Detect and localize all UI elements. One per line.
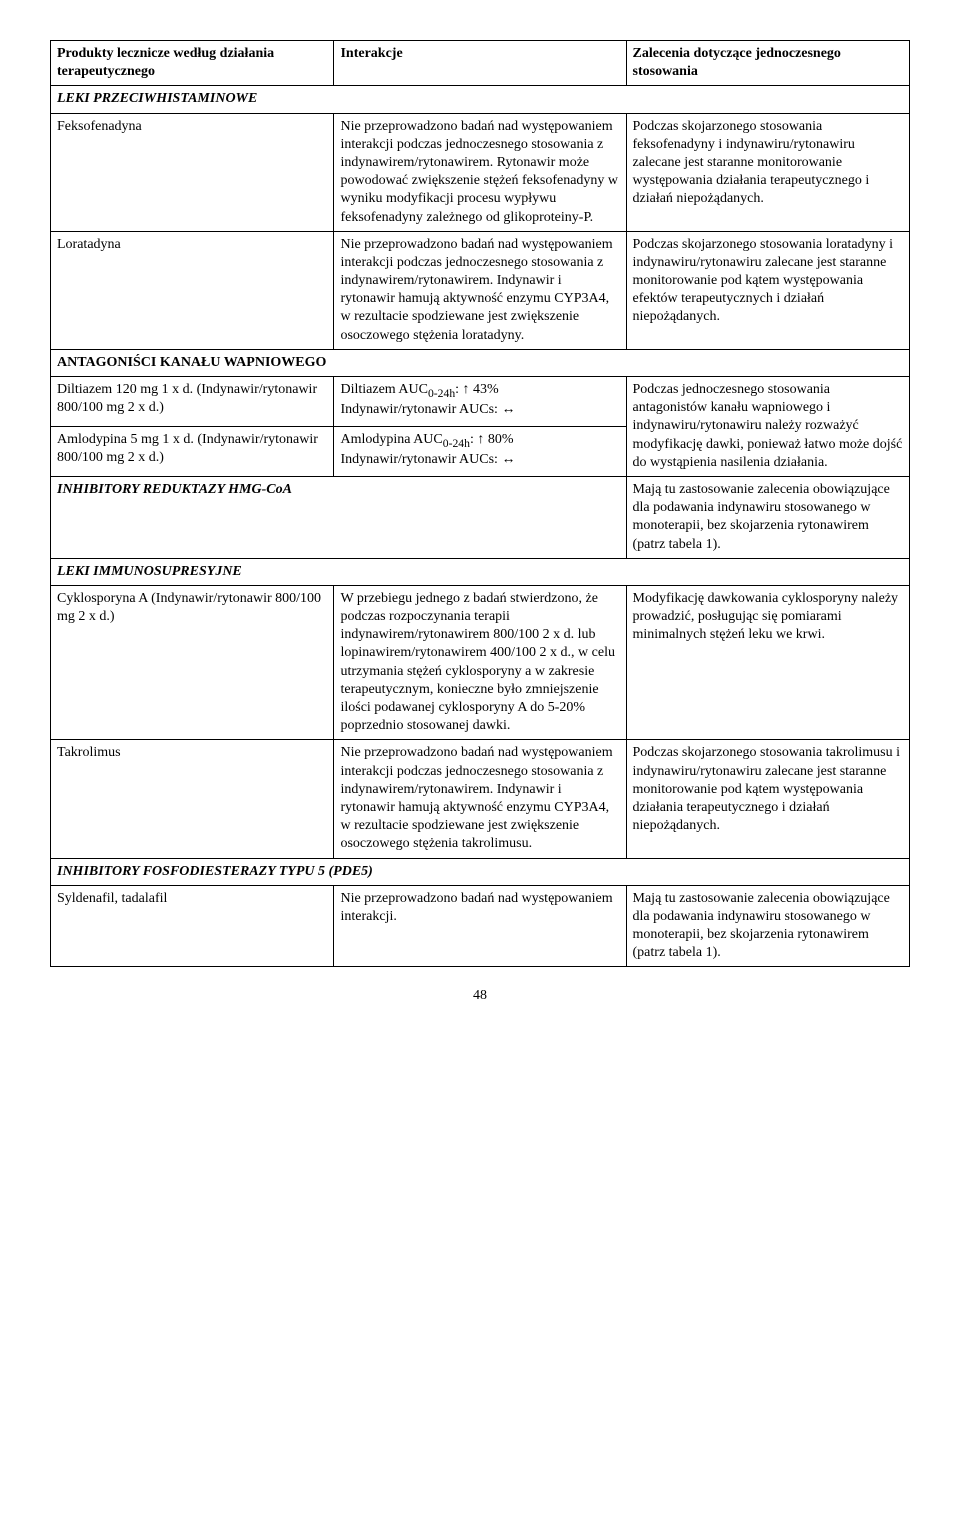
section-title-immunosuppressive: LEKI IMMUNOSUPRESYJNE [51, 558, 910, 585]
diltiazem-indynawir-auc: Indynawir/rytonawir AUCs: ↔ [340, 402, 515, 417]
header-recommendation: Zalecenia dotyczące jednoczesnego stosow… [626, 41, 909, 86]
product-amlodypina: Amlodypina 5 mg 1 x d. (Indynawir/rytona… [51, 426, 334, 476]
recommendation-feksofenadyna: Podczas skojarzonego stosowania feksofen… [626, 113, 909, 231]
table-row: Syldenafil, tadalafil Nie przeprowadzono… [51, 885, 910, 967]
recommendation-loratadyna: Podczas skojarzonego stosowania loratady… [626, 231, 909, 349]
product-loratadyna: Loratadyna [51, 231, 334, 349]
recommendation-cyklosporyna: Modyfikację dawkowania cyklosporyny nale… [626, 585, 909, 740]
interaction-feksofenadyna: Nie przeprowadzono badań nad występowani… [334, 113, 626, 231]
section-hmg-coa: INHIBITORY REDUKTAZY HMG-CoA Mają tu zas… [51, 476, 910, 558]
section-pde5: INHIBITORY FOSFODIESTERAZY TYPU 5 (PDE5) [51, 858, 910, 885]
interactions-table: Produkty lecznicze według działania tera… [50, 40, 910, 967]
section-calcium-antagonists: ANTAGONIŚCI KANAŁU WAPNIOWEGO [51, 349, 910, 376]
section-antihistamines: LEKI PRZECIWHISTAMINOWE [51, 86, 910, 113]
section-title-antihistamines: LEKI PRZECIWHISTAMINOWE [51, 86, 910, 113]
section-title-hmg-coa: INHIBITORY REDUKTAZY HMG-CoA [51, 476, 627, 558]
page-number: 48 [50, 987, 910, 1005]
product-diltiazem: Diltiazem 120 mg 1 x d. (Indynawir/ryton… [51, 377, 334, 427]
table-row: Cyklosporyna A (Indynawir/rytonawir 800/… [51, 585, 910, 740]
interaction-loratadyna: Nie przeprowadzono badań nad występowani… [334, 231, 626, 349]
product-syldenafil: Syldenafil, tadalafil [51, 885, 334, 967]
table-row: Takrolimus Nie przeprowadzono badań nad … [51, 740, 910, 858]
section-title-pde5: INHIBITORY FOSFODIESTERAZY TYPU 5 (PDE5) [51, 858, 910, 885]
section-title-calcium: ANTAGONIŚCI KANAŁU WAPNIOWEGO [51, 349, 910, 376]
diltiazem-auc-label: Diltiazem AUC [340, 382, 428, 397]
amlodypina-auc-value: : ↑ 80% [470, 432, 514, 447]
recommendation-syldenafil: Mają tu zastosowanie zalecenia obowiązuj… [626, 885, 909, 967]
header-interaction: Interakcje [334, 41, 626, 86]
section-immunosuppressive: LEKI IMMUNOSUPRESYJNE [51, 558, 910, 585]
table-row: Loratadyna Nie przeprowadzono badań nad … [51, 231, 910, 349]
interaction-cyklosporyna: W przebiegu jednego z badań stwierdzono,… [334, 585, 626, 740]
amlodypina-auc-sub: 0-24h [443, 437, 470, 450]
product-feksofenadyna: Feksofenadyna [51, 113, 334, 231]
table-header-row: Produkty lecznicze według działania tera… [51, 41, 910, 86]
table-row: Diltiazem 120 mg 1 x d. (Indynawir/ryton… [51, 377, 910, 427]
interaction-syldenafil: Nie przeprowadzono badań nad występowani… [334, 885, 626, 967]
interaction-takrolimus: Nie przeprowadzono badań nad występowani… [334, 740, 626, 858]
table-row: Feksofenadyna Nie przeprowadzono badań n… [51, 113, 910, 231]
product-takrolimus: Takrolimus [51, 740, 334, 858]
interaction-amlodypina: Amlodypina AUC0-24h: ↑ 80% Indynawir/ryt… [334, 426, 626, 476]
diltiazem-auc-sub: 0-24h [428, 387, 455, 400]
recommendation-calcium-shared: Podczas jednoczesnego stosowania antagon… [626, 377, 909, 477]
header-product: Produkty lecznicze według działania tera… [51, 41, 334, 86]
recommendation-takrolimus: Podczas skojarzonego stosowania takrolim… [626, 740, 909, 858]
diltiazem-auc-value: : ↑ 43% [455, 382, 499, 397]
product-cyklosporyna: Cyklosporyna A (Indynawir/rytonawir 800/… [51, 585, 334, 740]
interaction-diltiazem: Diltiazem AUC0-24h: ↑ 43% Indynawir/ryto… [334, 377, 626, 427]
amlodypina-indynawir-auc: Indynawir/rytonawir AUCs: ↔ [340, 452, 515, 467]
recommendation-hmg-coa: Mają tu zastosowanie zalecenia obowiązuj… [626, 476, 909, 558]
amlodypina-auc-label: Amlodypina AUC [340, 432, 442, 447]
